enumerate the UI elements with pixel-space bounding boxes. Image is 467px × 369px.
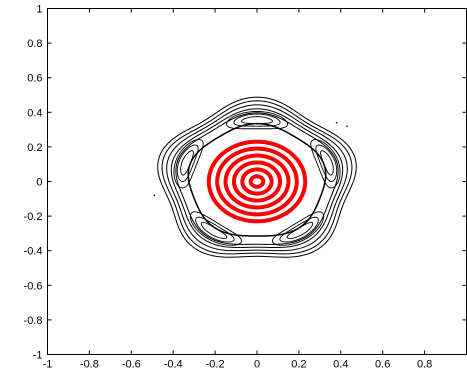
- y-tick-label: 0.4: [27, 107, 42, 119]
- island-orbit: [279, 216, 319, 243]
- island-orbit: [310, 139, 341, 189]
- island-orbit: [176, 144, 199, 182]
- orbits-layer: [153, 96, 357, 258]
- island-orbit: [286, 221, 314, 239]
- y-tick-label: -0.6: [24, 280, 43, 292]
- island-orbit: [180, 150, 194, 176]
- outer-orbit: [157, 96, 357, 258]
- outer-orbit: [175, 112, 339, 245]
- separatrix-orbit: [187, 122, 327, 237]
- data-point: [335, 121, 338, 124]
- x-tick-label: -1: [43, 359, 53, 369]
- x-tick-label: 0.6: [375, 359, 390, 369]
- x-tick-label: 0.4: [333, 359, 348, 369]
- data-point: [346, 125, 348, 127]
- y-axis-ticks: 1 0.8 0.6 0.4 0.2 0 -0.2 -0.4 -0.6 -0.8 -1: [24, 4, 467, 362]
- island-orbit: [189, 211, 243, 246]
- outer-orbit: [170, 108, 344, 249]
- x-tick-label: 0.8: [417, 359, 432, 369]
- y-tick-label: 0.2: [27, 142, 42, 154]
- inner-orbit: [240, 167, 274, 196]
- y-tick-label: -1: [33, 350, 43, 362]
- y-tick-label: 1: [36, 4, 42, 16]
- x-tick-label: -0.6: [122, 359, 141, 369]
- island-orbit: [233, 113, 281, 127]
- y-tick-label: -0.8: [24, 315, 43, 327]
- x-axis-ticks: -1 -0.8 -0.6 -0.4 -0.2 0 0.2 0.4 0.6 0.8: [43, 8, 432, 369]
- y-tick-label: 0.6: [27, 73, 42, 85]
- x-tick-label: 0: [254, 359, 260, 369]
- outer-orbit: [166, 104, 348, 252]
- island-orbit: [320, 150, 334, 176]
- x-tick-label: -0.2: [206, 359, 225, 369]
- y-tick-label: 0.8: [27, 38, 42, 50]
- island-orbit: [173, 139, 204, 189]
- x-tick-label: -0.8: [80, 359, 99, 369]
- inner-orbit: [223, 153, 291, 210]
- y-tick-label: -0.4: [24, 246, 43, 258]
- outer-orbit: [161, 100, 353, 255]
- island-orbit: [225, 110, 289, 130]
- inner-orbit: [231, 160, 283, 203]
- island-orbit: [315, 144, 338, 182]
- inner-orbit: [206, 139, 308, 224]
- x-tick-label: -0.4: [164, 359, 183, 369]
- y-tick-label: 0: [36, 177, 42, 189]
- x-tick-label: 0.2: [291, 359, 306, 369]
- inner-orbit: [215, 146, 299, 217]
- island-orbit: [200, 221, 228, 239]
- data-point: [153, 194, 156, 197]
- inner-orbit: [248, 174, 266, 189]
- axes-frame: [47, 8, 467, 355]
- y-tick-label: -0.2: [24, 211, 43, 223]
- island-orbit: [241, 116, 273, 125]
- island-orbit: [195, 216, 235, 243]
- island-orbit: [271, 211, 325, 246]
